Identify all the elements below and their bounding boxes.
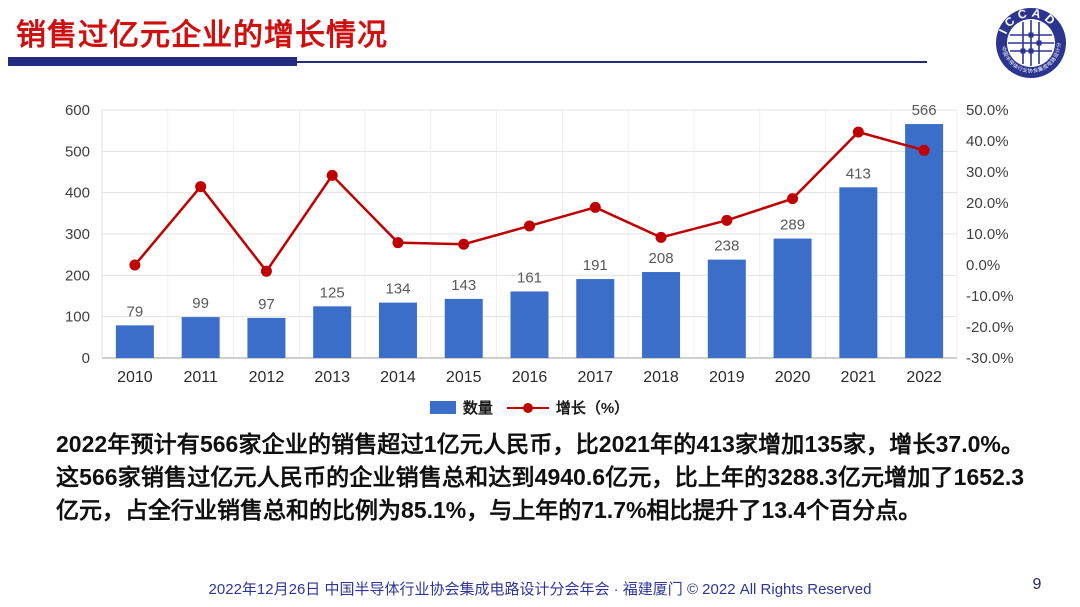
bar-label-2021: 413 xyxy=(846,165,871,182)
line-point-2016 xyxy=(524,220,535,232)
bar-label-2015: 143 xyxy=(451,277,476,294)
bar-label-2022: 566 xyxy=(912,102,937,119)
bar-label-2010: 79 xyxy=(127,303,144,320)
right-axis-tick: 50.0% xyxy=(966,102,1009,119)
x-tick-2011: 2011 xyxy=(183,369,218,386)
chart-legend: 数量 增长（%） xyxy=(102,396,957,418)
line-point-2019 xyxy=(721,214,733,226)
right-axis-tick: 40.0% xyxy=(966,133,1009,150)
line-point-2011 xyxy=(195,181,207,193)
x-tick-2015: 2015 xyxy=(446,369,482,386)
legend-label-quantity: 数量 xyxy=(462,399,493,417)
bar-2013 xyxy=(313,306,352,358)
left-axis-tick: 0 xyxy=(82,350,90,367)
line-point-2022 xyxy=(918,144,930,156)
bar-label-2017: 191 xyxy=(583,257,608,274)
x-tick-2020: 2020 xyxy=(775,369,811,386)
left-axis-tick: 600 xyxy=(65,102,90,119)
bar-2011 xyxy=(181,317,220,358)
line-point-2015 xyxy=(458,238,470,250)
line-point-2010 xyxy=(129,259,141,271)
slide-footer: 2022年12月26日 中国半导体行业协会集成电路设计分会年会 · 福建厦门 ©… xyxy=(208,581,872,598)
slide-title: 销售过亿元企业的增长情况 xyxy=(16,19,388,52)
bar-label-2016: 161 xyxy=(517,269,542,286)
bar-label-2014: 134 xyxy=(385,281,410,298)
x-tick-2016: 2016 xyxy=(512,369,548,386)
line-point-2021 xyxy=(852,126,864,138)
x-tick-2013: 2013 xyxy=(314,369,350,386)
bar-2022 xyxy=(905,124,944,358)
x-tick-2010: 2010 xyxy=(117,369,153,386)
x-tick-2018: 2018 xyxy=(643,369,679,386)
bar-2020 xyxy=(773,238,812,358)
line-series-swatch xyxy=(506,401,549,414)
bar-2021 xyxy=(839,187,878,358)
bar-label-2018: 208 xyxy=(649,250,674,267)
bar-2018 xyxy=(642,272,681,358)
right-axis-tick: -20.0% xyxy=(966,319,1014,336)
bar-label-2012: 97 xyxy=(258,296,275,313)
title-divider-line xyxy=(8,61,927,63)
title-divider-bar xyxy=(8,57,297,66)
growth-combo-chart: 0 100 200 300 400 500 600 -30.0% -20.0% -10.0% 0.0… xyxy=(65,102,1014,386)
x-tick-2019: 2019 xyxy=(709,369,745,386)
left-axis-tick: 300 xyxy=(65,226,90,243)
line-point-2013 xyxy=(326,169,338,181)
page-number: 9 xyxy=(1032,576,1042,593)
bar-2015 xyxy=(444,298,483,358)
right-axis-tick: 10.0% xyxy=(966,226,1009,243)
x-tick-2012: 2012 xyxy=(249,369,285,386)
legend-label-growth: 增长（%） xyxy=(555,399,630,417)
right-axis-tick: 0.0% xyxy=(966,257,1000,274)
legend-item-quantity: 数量 xyxy=(429,397,493,418)
line-point-2018 xyxy=(655,231,667,243)
x-tick-2021: 2021 xyxy=(841,369,877,386)
right-axis-tick: -30.0% xyxy=(966,350,1014,367)
x-tick-2014: 2014 xyxy=(380,369,416,386)
line-point-2017 xyxy=(589,201,601,213)
line-point-2014 xyxy=(392,237,404,249)
bar-2017 xyxy=(576,279,615,358)
left-axis-tick: 200 xyxy=(65,267,90,284)
bar-series-swatch xyxy=(429,400,456,414)
line-point-2020 xyxy=(787,193,799,205)
bar-2012 xyxy=(247,317,286,358)
bar-2010 xyxy=(115,325,154,358)
bar-label-2020: 289 xyxy=(780,217,805,234)
bar-2014 xyxy=(378,302,417,358)
left-axis-tick: 100 xyxy=(65,309,90,326)
legend-item-growth: 增长（%） xyxy=(506,397,630,418)
left-axis-tick: 500 xyxy=(65,143,90,160)
left-axis-tick: 400 xyxy=(65,185,90,202)
bar-2016 xyxy=(510,291,549,358)
x-tick-2022: 2022 xyxy=(906,369,942,386)
bar-label-2019: 238 xyxy=(714,238,739,255)
iccad-logo: ICCAD 中国半导体行业协会集成电路设计分会 xyxy=(993,5,1066,78)
bar-label-2011: 99 xyxy=(192,295,209,312)
x-tick-2017: 2017 xyxy=(577,369,613,386)
bar-2019 xyxy=(707,259,746,358)
right-axis-tick: 30.0% xyxy=(966,164,1009,181)
bar-label-2013: 125 xyxy=(320,284,345,301)
right-axis-tick: 20.0% xyxy=(966,195,1009,212)
right-axis-tick: -10.0% xyxy=(966,288,1014,305)
line-point-2012 xyxy=(260,265,272,277)
slide-body-paragraph: 2022年预计有566家企业的销售超过1亿元人民币，比2021年的413家增加1… xyxy=(56,431,1024,523)
